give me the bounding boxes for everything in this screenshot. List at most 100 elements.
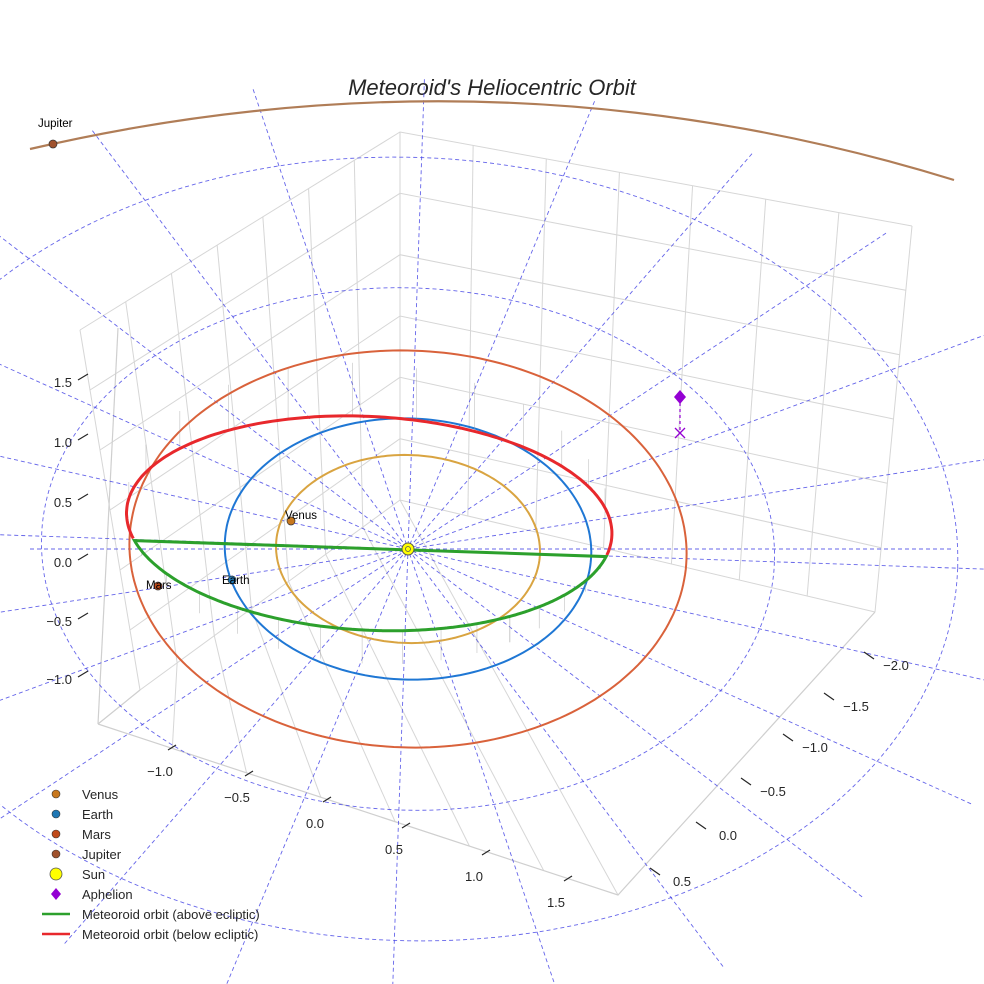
y-tick-label: −1.5: [843, 699, 869, 714]
chart-title: Meteoroid's Heliocentric Orbit: [348, 75, 637, 100]
x-tick-mark: [481, 849, 491, 856]
y-tick-label: 0.5: [673, 874, 691, 889]
planet-label-mars: Mars: [146, 580, 172, 592]
ecliptic-grid: [0, 79, 984, 984]
grid-line: [129, 438, 882, 631]
legend-label: Mars: [82, 827, 111, 842]
legend-label: Aphelion: [82, 887, 133, 902]
grid-line: [213, 635, 248, 773]
z-tick-mark: [77, 670, 89, 678]
y-tick-mark: [649, 867, 661, 876]
legend-item: Sun: [49, 867, 105, 882]
z-tick-mark: [77, 612, 89, 620]
z-tick-label: 1.0: [54, 435, 72, 450]
legend-label: Earth: [82, 807, 113, 822]
ecliptic-spoke: [0, 232, 887, 820]
legend-item: Earth: [51, 807, 113, 822]
y-tick-label: −0.5: [760, 784, 786, 799]
z-tick-label: −0.5: [46, 614, 72, 629]
x-tick-mark: [167, 744, 177, 751]
ecliptic-spoke: [0, 455, 984, 681]
planet-label-jupiter: Jupiter: [38, 118, 73, 130]
markers-layer: Venus Earth Mars Jupiter: [38, 118, 686, 592]
y-tick-mark: [823, 692, 835, 701]
x-tick-label: 1.5: [547, 895, 565, 910]
grid-line: [171, 662, 178, 749]
box-edge: [97, 611, 876, 896]
box-edge: [97, 689, 141, 725]
planet-marker-earth: [227, 575, 237, 585]
legend-item: Meteoroid orbit (above ecliptic): [42, 907, 260, 922]
grid-line: [399, 499, 619, 896]
y-tick-label: 0.0: [719, 828, 737, 843]
grid-line: [79, 131, 913, 331]
legend-item: Jupiter: [51, 847, 122, 862]
legend-label: Sun: [82, 867, 105, 882]
axes-box: [79, 131, 913, 896]
legend-label: Meteoroid orbit (below ecliptic): [82, 927, 258, 942]
grid-line: [119, 376, 888, 571]
planet-marker-venus: [286, 516, 296, 526]
planet-label-earth: Earth: [222, 575, 250, 587]
x-tick-label: −0.5: [224, 790, 250, 805]
legend-item: Venus: [51, 787, 119, 802]
orbit-mars: [128, 349, 688, 749]
legend-label: Jupiter: [82, 847, 122, 862]
grid-line: [362, 526, 545, 871]
z-tick-mark: [77, 433, 89, 441]
aphelion-marker: [674, 390, 686, 404]
ecliptic-spoke: [0, 235, 864, 898]
x-tick-mark: [322, 796, 332, 803]
legend-marker: [49, 867, 63, 881]
legend-item: Mars: [51, 827, 111, 842]
y-tick-mark: [863, 651, 875, 660]
sun-marker: [401, 542, 415, 556]
x-tick-label: 0.0: [306, 816, 324, 831]
planet-marker-jupiter: [48, 139, 58, 149]
legend-label: Venus: [82, 787, 119, 802]
sun-marker-center: [405, 546, 411, 552]
y-tick-mark: [782, 733, 794, 742]
planet-label-venus: Venus: [285, 510, 317, 522]
y-tick-mark: [695, 821, 707, 830]
x-tick-mark: [401, 822, 411, 829]
z-tick-label: 1.5: [54, 375, 72, 390]
legend-marker: [51, 809, 61, 819]
grid-line: [288, 581, 396, 822]
grid-line: [325, 554, 470, 847]
grid-line: [89, 192, 906, 391]
y-tick-mark: [740, 777, 752, 786]
legend-item: Aphelion: [51, 887, 133, 902]
grid-line: [250, 608, 322, 798]
grid-line: [99, 254, 900, 451]
z-tick-label: −1.0: [46, 672, 72, 687]
z-tick-mark: [77, 553, 89, 561]
x-tick-label: 1.0: [465, 869, 483, 884]
planet-marker-mars: [153, 581, 163, 591]
orbits-layer: [29, 100, 955, 749]
z-tick-mark: [77, 493, 89, 501]
z-tick-mark: [77, 373, 89, 381]
legend-label: Meteoroid orbit (above ecliptic): [82, 907, 260, 922]
aphelion-projection-marker: [674, 427, 686, 439]
box-edge: [97, 327, 119, 725]
legend-marker: [51, 888, 61, 900]
axis-ticks: −1.0 −0.5 0.0 0.5 1.0 1.5 −1.0 −0.5 0.0 0.5 1.0 1.5…: [46, 373, 909, 910]
z-tick-label: 0.5: [54, 495, 72, 510]
grid-line: [109, 315, 894, 511]
legend-marker: [51, 849, 61, 859]
legend-marker: [51, 829, 61, 839]
y-tick-label: −2.0: [883, 658, 909, 673]
meteoroid-orbit-above: [131, 539, 609, 633]
legend: Venus Earth Mars Jupiter Sun Aphelion Meteoroi…: [42, 787, 260, 942]
orbit-jupiter: [29, 100, 955, 182]
x-tick-label: −1.0: [147, 764, 173, 779]
x-tick-mark: [244, 770, 254, 777]
z-tick-label: 0.0: [54, 555, 72, 570]
x-tick-mark: [563, 875, 573, 882]
y-tick-label: −1.0: [802, 740, 828, 755]
legend-item: Meteoroid orbit (below ecliptic): [42, 927, 258, 942]
legend-marker: [51, 789, 61, 799]
x-tick-label: 0.5: [385, 842, 403, 857]
